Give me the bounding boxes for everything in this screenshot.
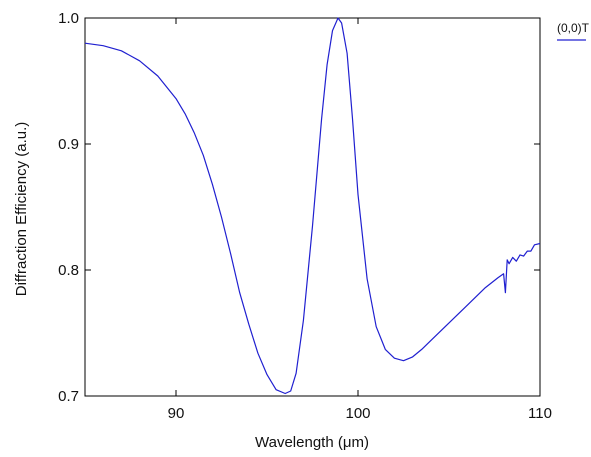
y-tick-label: 0.9 [58,136,79,153]
y-tick-label: 1.0 [58,10,79,27]
x-tick-label: 110 [528,405,552,422]
x-tick-label: 100 [345,405,370,422]
y-tick-label: 0.8 [58,262,79,279]
x-axis-title: Wavelength (μm) [255,434,369,451]
plot-frame [84,17,541,397]
legend: (0,0)T [557,21,590,41]
series-layer [84,17,541,395]
series-line-00T [84,17,541,395]
legend-label: (0,0)T [557,21,590,35]
y-tick-label: 0.7 [58,388,79,405]
x-tick-label: 90 [168,405,185,422]
axes: 90 100 110 0.7 0.8 0.9 1.0 [58,10,552,422]
y-axis-title: Diffraction Efficiency (a.u.) [13,122,30,297]
